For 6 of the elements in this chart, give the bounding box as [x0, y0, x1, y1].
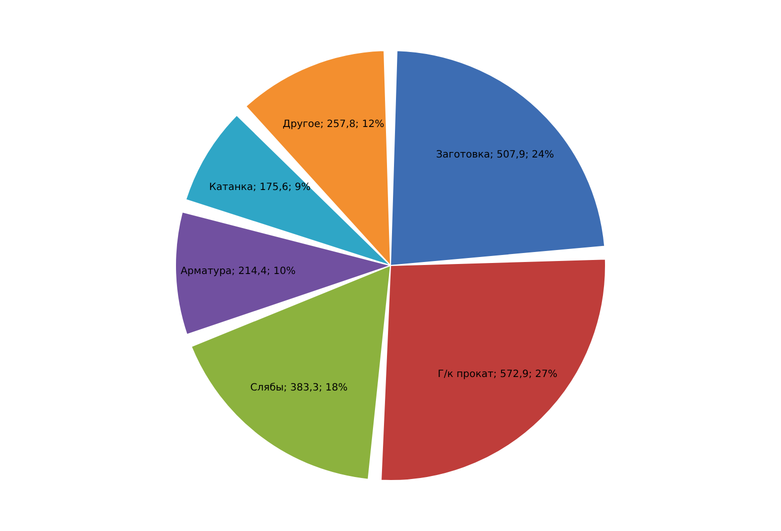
slice-label: Г/к прокат; 572,9; 27%: [438, 369, 558, 380]
slice-label: Арматура; 214,4; 10%: [180, 266, 296, 278]
slice-label: Слябы; 383,3; 18%: [250, 382, 348, 394]
slice-label: Заготовка; 507,9; 24%: [436, 149, 554, 160]
slice-label: Другое; 257,8; 12%: [282, 119, 384, 130]
slice-label: Катанка; 175,6; 9%: [209, 182, 311, 193]
